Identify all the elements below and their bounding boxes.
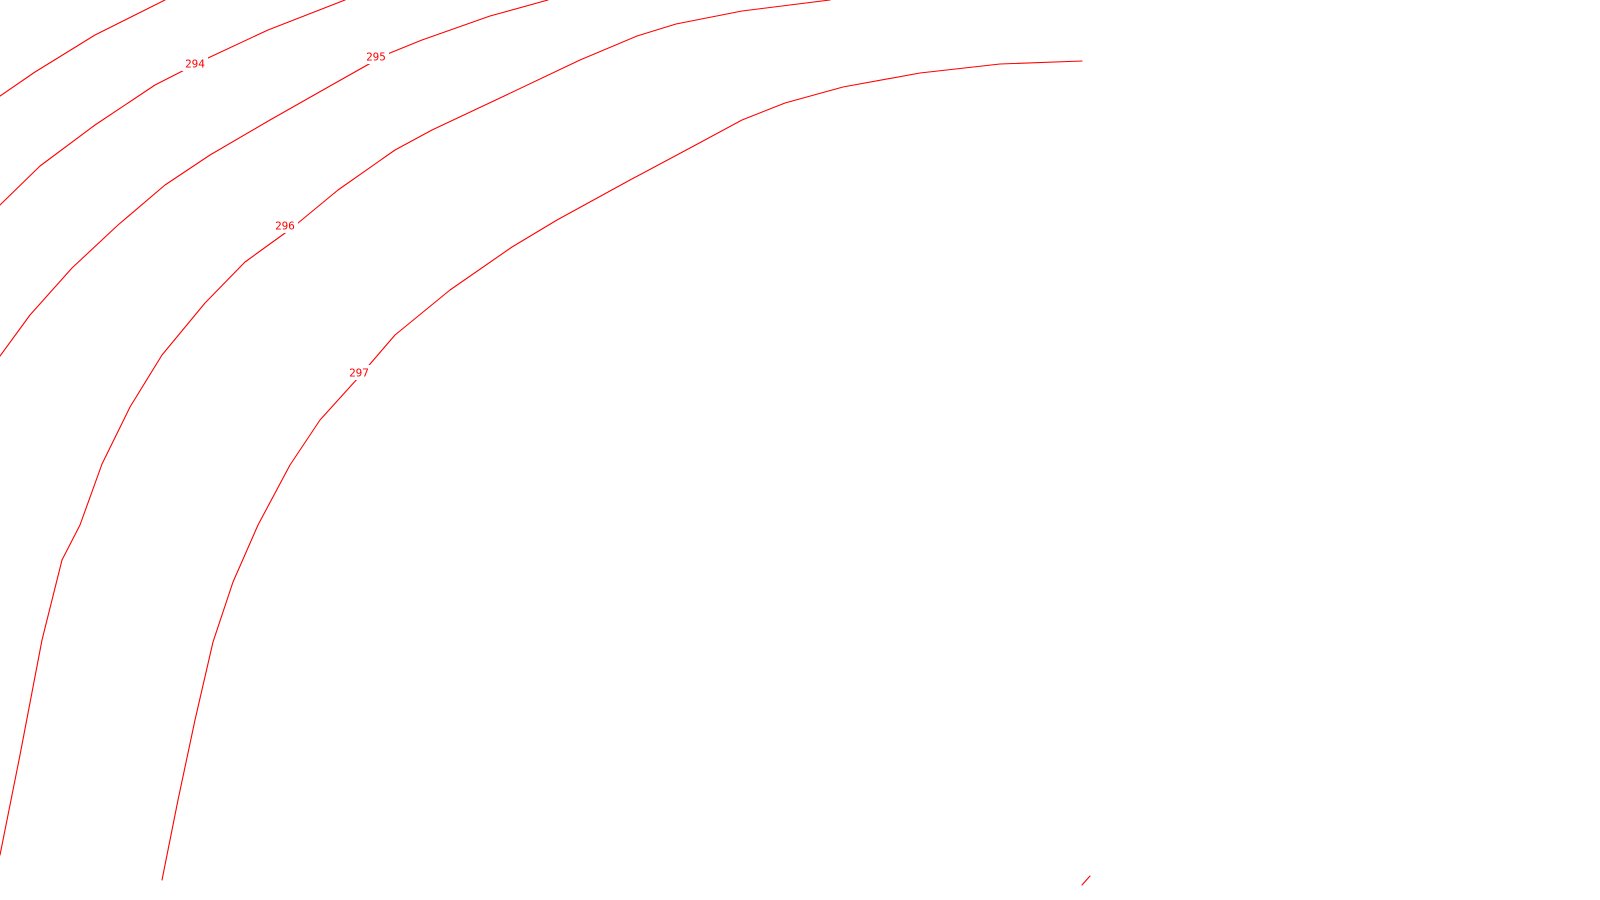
contour-labels-layer: 294 295 296 297 bbox=[182, 49, 389, 380]
label-mask-296 bbox=[272, 218, 298, 233]
contour-lines-layer bbox=[0, 0, 1091, 886]
label-mask-297 bbox=[346, 365, 372, 380]
contour-294-line bbox=[0, 0, 346, 206]
contour-295-line bbox=[0, 0, 549, 357]
contour-296-line bbox=[0, 0, 831, 856]
contour-fragment-line bbox=[1081, 875, 1091, 886]
contour-293-line bbox=[0, 0, 166, 97]
contour-label-297: 297 bbox=[349, 367, 369, 380]
contour-label-295: 295 bbox=[366, 51, 386, 64]
contour-297-line bbox=[161, 60, 1083, 881]
contour-label-296: 296 bbox=[275, 220, 295, 233]
contour-label-294: 294 bbox=[185, 58, 205, 71]
label-mask-294 bbox=[182, 56, 208, 71]
label-mask-295 bbox=[363, 49, 389, 64]
